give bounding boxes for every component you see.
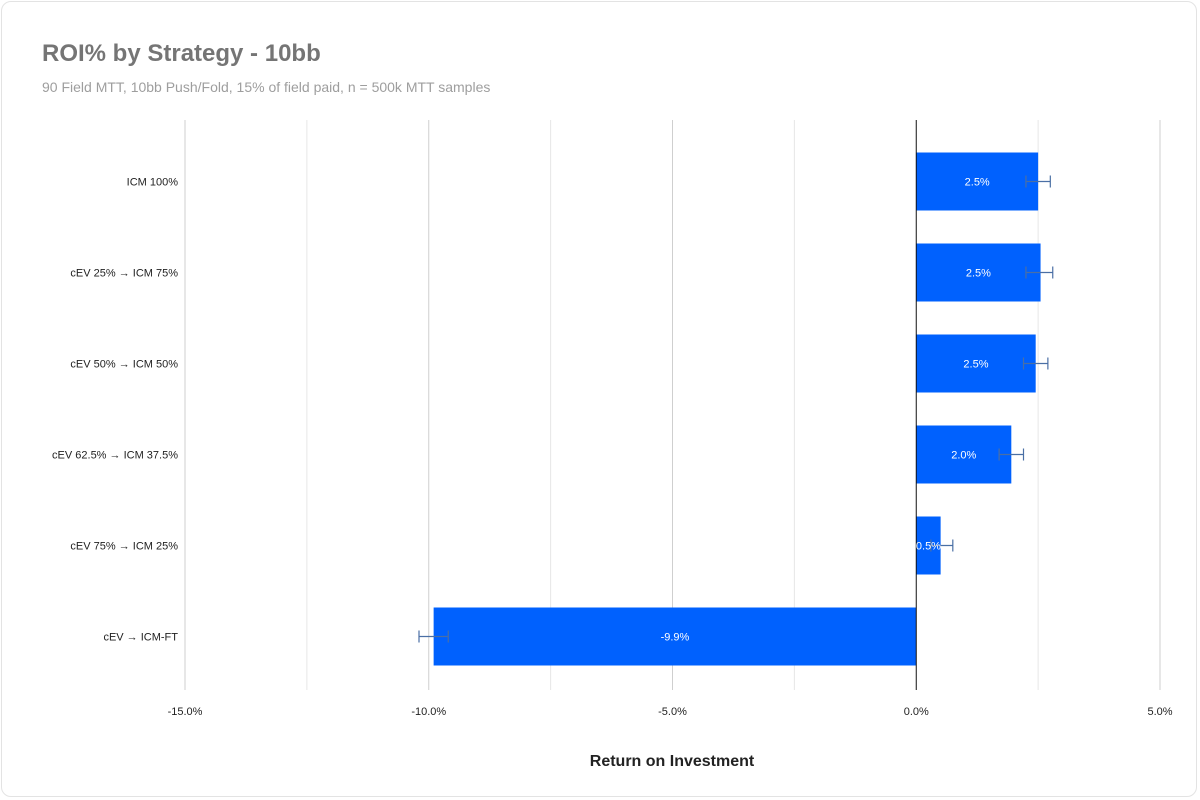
- bar: [916, 425, 1012, 484]
- data-label: 0.5%: [916, 541, 941, 553]
- bar: [433, 607, 917, 666]
- x-tick-label: 5.0%: [1147, 706, 1172, 718]
- category-label: cEV 50% → ICM 50%: [70, 359, 178, 371]
- data-label: 2.5%: [966, 268, 991, 280]
- gridlines: [184, 120, 1161, 690]
- chart-subtitle: 90 Field MTT, 10bb Push/Fold, 15% of fie…: [42, 79, 491, 95]
- x-tick-label: -5.0%: [658, 706, 687, 718]
- chart-title: ROI% by Strategy - 10bb: [42, 40, 321, 67]
- data-label: 2.5%: [965, 177, 990, 189]
- error-bars: [418, 175, 1054, 643]
- data-label: -9.9%: [661, 632, 690, 644]
- bar: [916, 152, 1039, 211]
- data-label: 2.5%: [963, 359, 988, 371]
- data-label: 2.0%: [951, 450, 976, 462]
- x-axis-title: Return on Investment: [590, 753, 755, 770]
- data-labels: 2.5% 2.5% 2.5% 2.0% 0.5% -9.9%: [661, 177, 992, 644]
- category-label: cEV 62.5% → ICM 37.5%: [52, 450, 178, 462]
- bars: [433, 152, 1041, 666]
- x-tick-labels: -15.0% -10.0% -5.0% 0.0% 5.0%: [168, 706, 1173, 718]
- x-tick-label: 0.0%: [904, 706, 929, 718]
- category-label: cEV 75% → ICM 25%: [70, 541, 178, 553]
- x-tick-label: -15.0%: [168, 706, 203, 718]
- category-labels: ICM 100% cEV 25% → ICM 75% cEV 50% → ICM 5…: [52, 177, 178, 644]
- bar: [916, 243, 1041, 302]
- bar: [916, 334, 1036, 393]
- category-label: ICM 100%: [127, 177, 179, 189]
- x-tick-label: -10.0%: [411, 706, 446, 718]
- category-label: cEV → ICM-FT: [103, 632, 178, 644]
- category-label: cEV 25% → ICM 75%: [70, 268, 178, 280]
